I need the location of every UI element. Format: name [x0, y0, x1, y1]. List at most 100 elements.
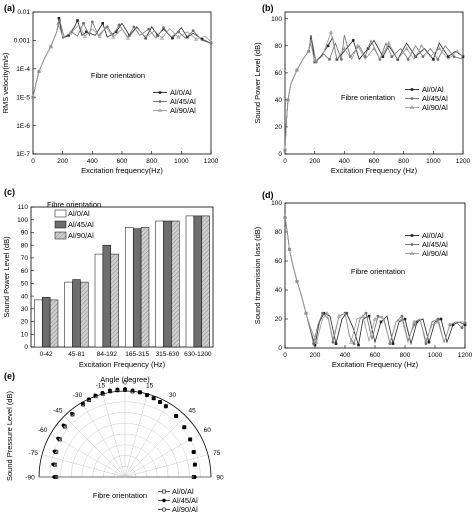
data-point: [53, 449, 58, 454]
x-tick-label: 0-42: [40, 351, 53, 358]
x-tick-label: 1000: [426, 158, 441, 165]
panel-d: 0 200 400 600 800 1000 1200 0 20 40 60 80 100 Excitat…: [253, 200, 473, 369]
y-tick-label: 20: [275, 316, 283, 323]
bar-Al/0/Al: [34, 299, 43, 348]
data-point: [351, 39, 355, 42]
data-point: [87, 398, 92, 403]
y-tick-label: 0.001: [14, 38, 31, 45]
legend-marker: [410, 243, 414, 246]
data-point: [424, 342, 428, 346]
data-point: [174, 414, 178, 418]
data-point: [82, 34, 87, 38]
legend-marker: [410, 234, 414, 237]
bar-Al/45/Al: [132, 228, 142, 348]
grid-spoke: [81, 402, 126, 478]
y-tick-label: 100: [271, 200, 282, 207]
y-tick-label: 1E-4: [16, 66, 30, 73]
data-point: [371, 46, 377, 51]
data-point: [30, 94, 36, 99]
legend-label: Al/45/Al: [170, 97, 196, 106]
x-tick-label: 1200: [458, 352, 473, 359]
data-point: [460, 326, 464, 330]
bar-Al/45/Al: [102, 244, 112, 348]
series-Al/90/Al: [282, 215, 468, 344]
data-point: [421, 55, 425, 59]
data-point: [107, 389, 112, 394]
x-tick-label: 200: [310, 352, 321, 359]
plot-frame: [30, 206, 214, 348]
angle-tick-label: 90: [216, 475, 224, 482]
data-point: [322, 311, 326, 315]
x-tick-label: 1000: [428, 352, 443, 359]
angle-tick-label: -15: [96, 383, 106, 390]
data-point: [376, 314, 380, 318]
data-point: [447, 322, 453, 327]
data-point: [193, 462, 197, 467]
data-point: [128, 34, 131, 37]
x-tick-label: 84-192: [97, 351, 118, 358]
data-point: [188, 437, 193, 442]
y-tick-label: 0: [278, 151, 282, 158]
data-point: [163, 404, 168, 409]
x-tick-label: 400: [339, 158, 350, 165]
data-point: [70, 412, 75, 417]
data-point: [352, 342, 356, 346]
legend-marker: [157, 108, 163, 112]
data-point: [151, 396, 156, 400]
legend-label: Al/90/Al: [68, 231, 94, 240]
data-point: [115, 387, 120, 391]
y-tick-label: 0.01: [17, 9, 30, 16]
grid-spoke: [124, 393, 148, 478]
data-point: [364, 311, 368, 315]
legend-label: Al/90/Al: [422, 249, 448, 258]
data-point: [147, 27, 151, 31]
panel-b: 0 200 400 600 800 1000 1200 0 20 40 60 80 100 Excitat…: [253, 11, 471, 175]
data-point: [115, 388, 120, 393]
data-point: [294, 67, 299, 72]
data-point: [51, 462, 55, 467]
legend-label: Al/0/Al: [172, 487, 194, 496]
bar-Al/45/Al: [72, 279, 81, 348]
data-point: [463, 323, 467, 327]
data-point: [357, 343, 360, 347]
data-point: [138, 390, 142, 395]
x-tick-label: 0: [283, 158, 287, 165]
grid-spoke: [124, 402, 169, 478]
data-point: [90, 20, 94, 24]
data-point: [143, 34, 148, 39]
y-tick-label: 60: [21, 268, 29, 275]
legend-marker: [158, 100, 162, 103]
legend-marker: [162, 507, 167, 512]
data-point: [451, 323, 455, 327]
x-tick-label: 800: [146, 158, 157, 165]
data-point: [62, 423, 67, 428]
x-tick-label: 0: [283, 352, 287, 359]
data-point: [76, 19, 79, 22]
data-point: [328, 30, 333, 34]
data-point: [400, 314, 404, 318]
data-point: [145, 393, 149, 397]
y-tick-label: 40: [275, 287, 283, 294]
data-point: [101, 22, 105, 25]
data-point: [164, 404, 168, 408]
data-point: [321, 311, 324, 315]
panel-c: 0 10 20 30 40 50 60 70 80 90 100 110 0-42 45-81 84-192…: [2, 204, 214, 369]
series-line: [32, 23, 212, 98]
data-point: [182, 425, 187, 430]
legend-swatch: [54, 231, 67, 240]
angle-tick-label: -90: [25, 475, 35, 482]
data-point: [191, 449, 196, 454]
data-point: [423, 338, 429, 343]
legend-label: Al/0/Al: [422, 85, 444, 94]
data-point: [191, 450, 196, 454]
data-point: [328, 57, 331, 61]
data-point: [404, 46, 409, 51]
bar-Al/45/Al: [193, 215, 203, 348]
data-point: [312, 342, 315, 346]
y-axis-label: Sound Pressure Level (dB): [5, 390, 14, 481]
data-point: [390, 55, 394, 59]
y-tick-label: 80: [275, 43, 283, 50]
